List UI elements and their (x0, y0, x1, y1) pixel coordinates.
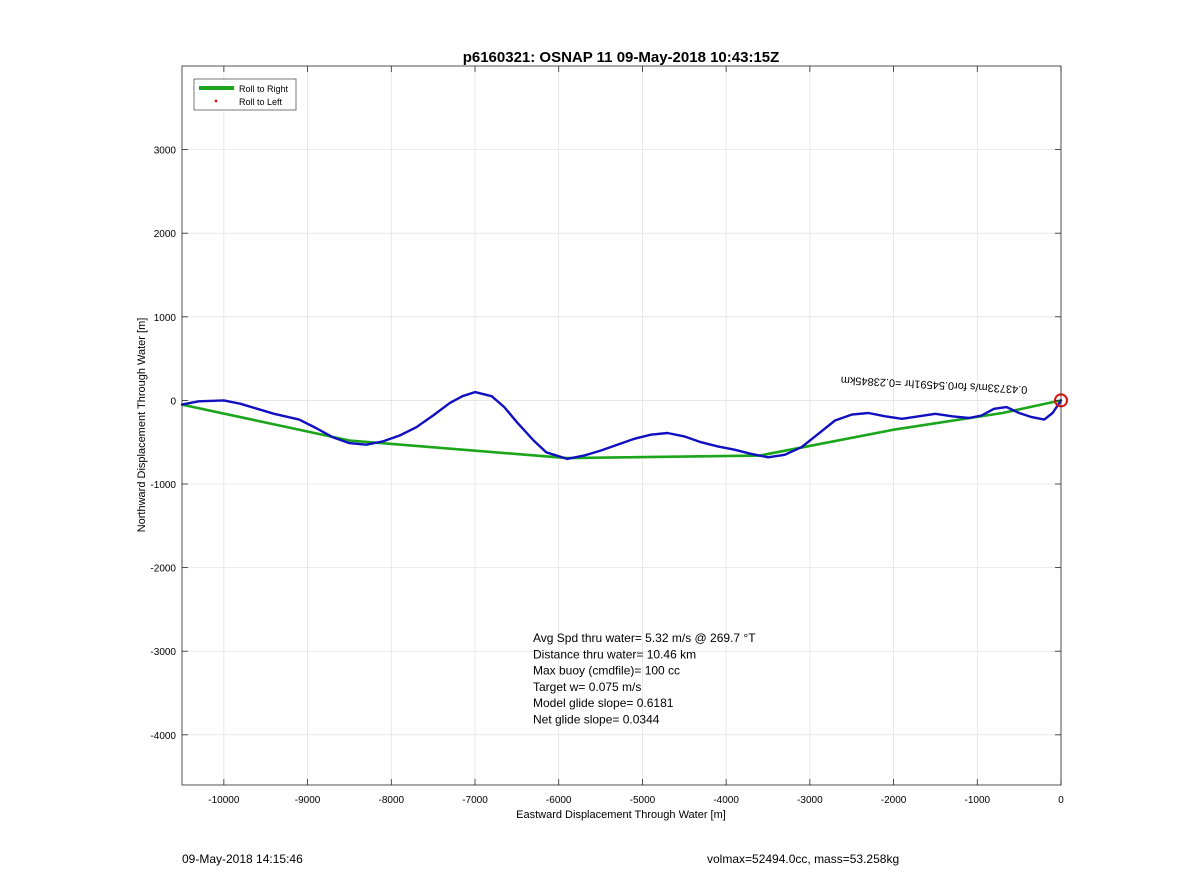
legend-box (193, 78, 297, 111)
footer-date: 09-May-2018 14:15:46 (182, 852, 303, 866)
x-tick-label: -10000 (208, 795, 240, 806)
x-tick-label: -8000 (378, 795, 404, 806)
series-track-line (180, 390, 1063, 461)
x-tick-label: -5000 (630, 795, 656, 806)
footer-volmax-mass: volmax=52494.0cc, mass=53.258kg (707, 852, 900, 866)
y-tick-label: -4000 (150, 731, 176, 742)
x-tick-label: -4000 (713, 795, 739, 806)
stats-line: Avg Spd thru water= 5.32 m/s @ 269.7 °T (533, 631, 756, 645)
legend: Roll to Right Roll to Left (193, 78, 297, 111)
y-tick-label: -3000 (150, 647, 176, 658)
x-tick-label: -7000 (462, 795, 488, 806)
y-tick-label: -2000 (150, 564, 176, 575)
y-tick-label: 2000 (154, 229, 177, 240)
legend-marker-roll-left (214, 99, 218, 103)
x-axis-label: Eastward Displacement Through Water [m] (516, 809, 726, 821)
ticks: -10000 -9000 -8000 -7000 -6000 -5000 -4000 -300… (150, 66, 1064, 806)
y-tick-label: 0 (170, 396, 176, 407)
x-tick-label: -6000 (546, 795, 572, 806)
chart-title: p6160321: OSNAP 11 09-May-2018 10:43:15Z (463, 49, 780, 66)
y-axis-label: Northward Displacement Through Water [m] (136, 318, 148, 533)
y-tick-label: -1000 (150, 480, 176, 491)
stats-line: Distance thru water= 10.46 km (533, 647, 696, 661)
plot-frame (181, 65, 1062, 786)
x-tick-label: -1000 (964, 795, 990, 806)
stats-line: Net glide slope= 0.0344 (533, 713, 660, 727)
x-tick-label: 0 (1058, 795, 1064, 806)
legend-label-roll-right: Roll to Right (239, 84, 289, 94)
legend-label-roll-left: Roll to Left (239, 97, 283, 107)
y-tick-label: 3000 (154, 146, 177, 157)
x-tick-label: -2000 (881, 795, 907, 806)
stats-line: Max buoy (cmdfile)= 100 cc (533, 664, 680, 678)
y-tick-label: 1000 (154, 313, 177, 324)
stats-line: Target w= 0.075 m/s (533, 680, 641, 694)
x-tick-label: -9000 (295, 795, 321, 806)
stats-line: Model glide slope= 0.6181 (533, 696, 674, 710)
x-tick-label: -3000 (797, 795, 823, 806)
